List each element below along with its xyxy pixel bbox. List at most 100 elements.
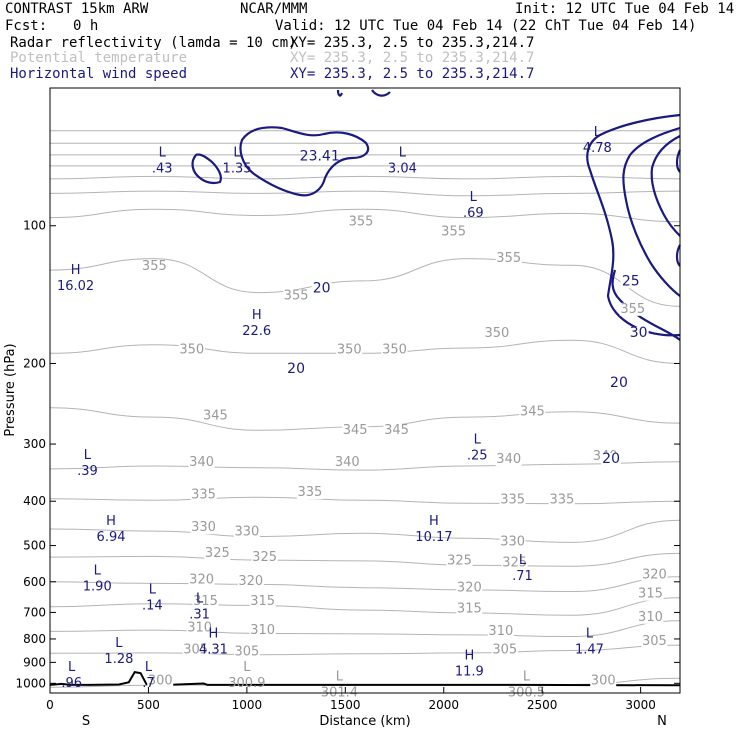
wind-label: 20 — [313, 281, 331, 297]
extremum-value: 22.6 — [242, 324, 271, 339]
extremum-value: 300.9 — [228, 676, 265, 691]
theta-label: 325 — [252, 550, 277, 565]
theta-label: 310 — [488, 624, 513, 639]
theta-contour-line — [49, 620, 681, 638]
theta-label: 345 — [343, 423, 368, 438]
theta-label: 325 — [205, 546, 230, 561]
plot-frame — [49, 87, 681, 694]
theta-label-bg — [342, 423, 369, 437]
extremum-kind: L — [523, 669, 531, 684]
init-time: Init: 12 UTC Tue 04 Feb 14 — [515, 1, 734, 17]
extremum-kind: L — [196, 592, 204, 607]
theta-label-bg — [202, 409, 229, 423]
theta-contour-line — [49, 258, 681, 307]
contour-labels: 355 355 355 355 355 355 350 350 350 350 345 345 345 3… — [57, 125, 668, 700]
theta-contour-line — [49, 496, 681, 505]
theta-label-bg — [548, 493, 575, 507]
extremum-value: .7 — [142, 676, 154, 691]
theta-label-bg — [519, 405, 546, 419]
legend-xy-wind: XY= 235.3, 2.5 to 235.3,214.7 — [290, 66, 534, 82]
x-tick-label: 3000 — [625, 698, 656, 712]
theta-contour-line — [49, 461, 681, 471]
theta-label-bg — [637, 587, 664, 601]
legend-xy-theta: XY= 235.3, 2.5 to 235.3,214.7 — [290, 50, 534, 66]
theta-label: 330 — [234, 524, 259, 539]
y-tick-label: 200 — [23, 356, 46, 370]
wind-contour-20-lower-right — [611, 244, 681, 341]
extremum-kind: L — [149, 583, 157, 598]
extremum-kind: L — [594, 125, 602, 140]
terrain — [49, 670, 681, 687]
extremum-kind: H — [429, 514, 439, 529]
theta-label-bg — [147, 674, 174, 688]
extremum-kind: L — [586, 626, 594, 641]
extremum-kind: H — [71, 263, 81, 278]
extremum-value: 1.47 — [575, 642, 604, 657]
theta-label-bg — [334, 455, 361, 469]
wind-contour-20-center — [239, 126, 370, 197]
theta-label: 315 — [638, 587, 663, 602]
extremum-value: 1.28 — [104, 652, 133, 667]
theta-label: 355 — [496, 251, 521, 266]
wind-contour-20-left — [191, 153, 222, 185]
theta-label: 320 — [642, 567, 667, 582]
x-tick-label: 0 — [46, 698, 54, 712]
theta-label: 350 — [337, 342, 362, 357]
theta-label: 335 — [191, 488, 216, 503]
extremum-value: .96 — [61, 676, 82, 691]
theta-label-bg — [487, 625, 514, 639]
theta-label: 315 — [250, 594, 275, 609]
extremum-kind: L — [336, 669, 344, 684]
theta-label: 310 — [638, 610, 663, 625]
valid-time: Valid: 12 UTC Tue 04 Feb 14 (22 ChT Tue … — [275, 18, 696, 34]
x-tick-label: 1500 — [330, 698, 361, 712]
theta-label: 320 — [189, 572, 214, 587]
theta-label: 325 — [447, 554, 472, 569]
wind-label: 30 — [630, 325, 648, 341]
theta-label: 310 — [250, 623, 275, 638]
y-tick-label: 600 — [23, 575, 46, 589]
y-tick-label: 700 — [23, 605, 46, 619]
theta-label-bg — [188, 573, 215, 587]
theta-label-bg — [204, 547, 231, 561]
theta-label-bg — [590, 674, 617, 688]
wind-label-bg — [311, 282, 332, 296]
theta-label-bg — [249, 595, 276, 609]
wind-label-bg — [601, 452, 622, 466]
wind-contours — [191, 89, 682, 341]
extremum-value: .25 — [467, 448, 488, 463]
theta-label: 315 — [457, 601, 482, 616]
theta-label-bg — [456, 581, 483, 595]
theta-label-bg — [141, 260, 168, 274]
theta-label: 355 — [441, 224, 466, 239]
extremum-kind: L — [115, 636, 123, 651]
theta-label-bg — [499, 493, 526, 507]
wind-label-bg — [620, 275, 641, 289]
forecast-value: 0 h — [73, 18, 98, 34]
extremum-value: 1.90 — [83, 579, 112, 594]
extremum-value: .69 — [463, 206, 484, 221]
extremum-kind: H — [464, 648, 474, 663]
theta-label-bg — [188, 455, 215, 469]
model-title: CONTRAST 15km ARW — [5, 1, 149, 17]
y-tick-label: 900 — [23, 655, 46, 669]
y-tick-label: 800 — [23, 632, 46, 646]
y-axis-label: Pressure (hPa) — [3, 343, 18, 436]
theta-label: 350 — [179, 342, 204, 357]
theta-label-bg — [237, 575, 264, 589]
wind-contour-20-right — [586, 113, 681, 337]
extremum-value: 10.17 — [415, 530, 452, 545]
theta-contour-line — [49, 552, 681, 567]
extremum-kind: H — [106, 514, 116, 529]
extremum-value: 16.02 — [57, 279, 94, 294]
x-tick-label: 2000 — [428, 698, 459, 712]
theta-contours — [49, 130, 681, 688]
theta-label: 325 — [502, 555, 527, 570]
extremum-kind: L — [243, 660, 251, 675]
extremum-value: .14 — [142, 599, 163, 614]
theta-label-bg — [249, 623, 276, 637]
theta-label-bg — [440, 225, 467, 239]
extremum-kind: L — [233, 145, 241, 160]
theta-label: 350 — [484, 326, 509, 341]
